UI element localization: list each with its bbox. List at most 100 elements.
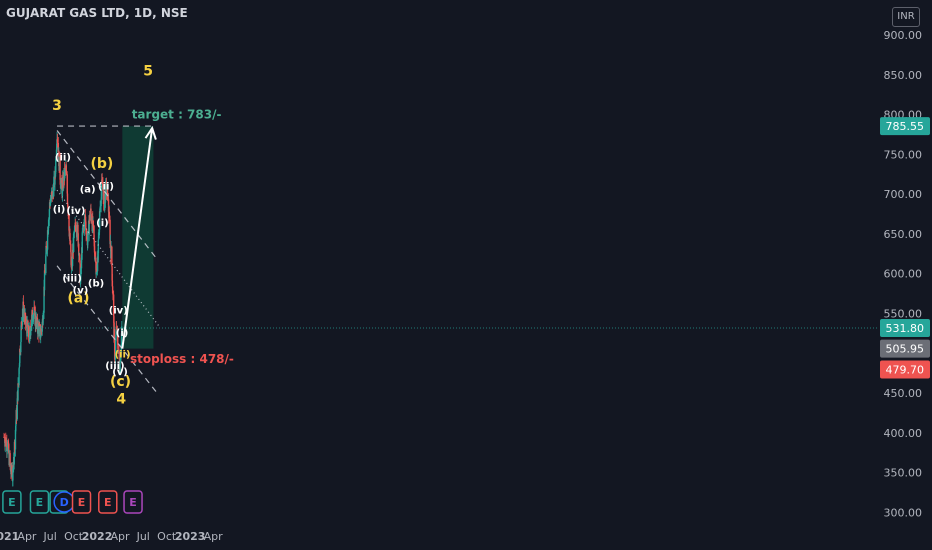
marker-label: E (78, 496, 86, 509)
time-tick-label: Jul (43, 530, 57, 543)
candle-body (108, 211, 111, 220)
candle-body (6, 441, 9, 450)
candle-body (90, 208, 92, 215)
candle-body (22, 311, 25, 317)
price-tick-label: 650.00 (884, 228, 923, 241)
candle-body (79, 254, 81, 261)
candle-body (106, 184, 109, 200)
candle-body (103, 191, 105, 211)
price-tick-label: 400.00 (884, 427, 923, 440)
projection-arrow-line (121, 127, 154, 349)
candle-body (16, 398, 18, 420)
wave-label: (i) (116, 328, 129, 339)
target-annotation: target : 783/- (132, 108, 222, 122)
candle-body (74, 222, 77, 227)
earnings-marker[interactable]: E (71, 490, 92, 514)
marker-shape (123, 490, 143, 514)
candle-body (45, 245, 47, 256)
time-axis[interactable]: 2021AprJulOct2022AprJulOct2023Apr (0, 530, 223, 543)
price-tick-label: 300.00 (884, 506, 923, 519)
candle-body (105, 181, 107, 184)
candle-body (107, 199, 110, 212)
candle-body (65, 171, 68, 175)
candle-body (111, 280, 114, 287)
candle-body (114, 341, 117, 354)
channel-line-2 (56, 189, 160, 327)
price-tick-label: 900.00 (884, 29, 923, 42)
candle-body (85, 228, 87, 235)
candle-body (51, 191, 53, 199)
projection-arrow-head (144, 125, 157, 140)
candle-body (112, 293, 114, 295)
candle-body (57, 143, 60, 153)
price-tag-label: 479.70 (886, 363, 925, 376)
candle-body (79, 280, 82, 285)
wave-label: (a) (67, 290, 89, 306)
candle-body (78, 254, 80, 256)
wave-label: (a) (80, 185, 96, 196)
candle-body (102, 183, 104, 190)
candle-body (42, 312, 44, 320)
wave-label: 5 (143, 64, 153, 80)
candle-body (81, 232, 83, 253)
candle-body (76, 224, 78, 237)
wave-label: (c) (110, 374, 131, 390)
candle-body (27, 320, 29, 330)
event-markers[interactable]: EEEDEEE (2, 490, 143, 514)
candle-body (99, 206, 101, 212)
wave-label: (v) (73, 286, 89, 297)
candle-body (28, 326, 30, 338)
candle-body (62, 176, 64, 189)
earnings-marker[interactable]: E (123, 490, 143, 514)
earnings-marker[interactable]: D (53, 491, 75, 513)
time-tick-label: 2021 (0, 530, 19, 543)
candle-body (14, 429, 17, 450)
candle-body (93, 225, 95, 241)
earnings-marker[interactable]: E (29, 490, 50, 514)
candle-body (88, 223, 90, 235)
currency-button[interactable]: INR (892, 7, 920, 27)
wave-labels: target : 783/-stoploss : 478/-354(a)(b)(… (52, 64, 234, 408)
price-tick-label: 750.00 (884, 148, 923, 161)
candle-body (31, 319, 34, 321)
candle-body (111, 286, 114, 294)
wave-label: (ii) (115, 349, 131, 360)
wave-label: 3 (52, 98, 62, 114)
candle-body (112, 294, 115, 317)
price-axis[interactable]: 900.00850.00800.00750.00700.00650.00600.… (878, 0, 932, 550)
candle-body (15, 421, 17, 426)
time-tick-label: Oct (64, 530, 84, 543)
candle-body (49, 201, 52, 206)
candle-body (21, 323, 23, 325)
candle-body (11, 465, 13, 475)
candle-body (113, 328, 116, 340)
earnings-marker[interactable]: E (2, 490, 22, 514)
candle-body (35, 317, 37, 328)
time-tick-label: 2022 (82, 530, 113, 543)
earnings-marker[interactable]: E (98, 490, 118, 514)
candle-body (73, 230, 76, 234)
candle-body (46, 230, 49, 250)
candle-body (50, 198, 52, 202)
candle-body (3, 436, 5, 438)
candle-body (115, 326, 117, 335)
candle-body (99, 206, 102, 208)
price-tag (880, 117, 930, 136)
candle-body (46, 249, 48, 251)
candle-body (80, 268, 82, 281)
channel-line-3 (56, 265, 160, 396)
candle-body (80, 257, 83, 269)
price-tag-label: 531.80 (886, 322, 925, 335)
candle-body (30, 330, 32, 336)
candle-body (19, 348, 21, 364)
candle-body (77, 224, 79, 234)
candle-body (115, 334, 117, 342)
candle-body (67, 206, 69, 213)
candle-body (55, 158, 57, 173)
candle-body (67, 212, 69, 215)
candle-body (17, 383, 19, 401)
candle-body (89, 211, 92, 221)
marker-shape (98, 490, 118, 514)
candle-body (18, 368, 20, 386)
